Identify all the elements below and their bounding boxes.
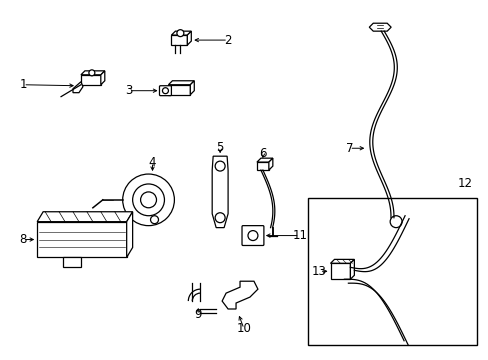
Polygon shape: [101, 71, 104, 85]
Bar: [63, 257, 81, 267]
Polygon shape: [350, 260, 354, 279]
Polygon shape: [81, 71, 104, 75]
Text: 13: 13: [311, 265, 326, 278]
Polygon shape: [168, 85, 190, 95]
Polygon shape: [187, 31, 191, 45]
Text: 6: 6: [259, 147, 266, 160]
Polygon shape: [222, 281, 257, 309]
Polygon shape: [37, 222, 126, 257]
Text: 10: 10: [236, 322, 251, 336]
Polygon shape: [168, 81, 194, 85]
Polygon shape: [330, 260, 354, 264]
Text: 1: 1: [20, 78, 27, 91]
Polygon shape: [171, 31, 191, 35]
Circle shape: [162, 88, 168, 94]
Polygon shape: [126, 212, 132, 257]
Text: 2: 2: [224, 33, 231, 46]
Polygon shape: [256, 162, 268, 170]
Circle shape: [141, 192, 156, 208]
FancyBboxPatch shape: [373, 216, 388, 233]
Circle shape: [247, 231, 257, 240]
Polygon shape: [212, 156, 227, 228]
FancyBboxPatch shape: [159, 86, 171, 96]
Polygon shape: [330, 264, 350, 279]
Text: 3: 3: [125, 84, 132, 97]
Circle shape: [89, 70, 95, 76]
Text: 11: 11: [292, 229, 306, 242]
Polygon shape: [81, 75, 101, 85]
Circle shape: [177, 30, 183, 37]
Circle shape: [215, 213, 224, 223]
Text: 4: 4: [148, 156, 156, 168]
Text: 9: 9: [194, 309, 202, 321]
Bar: [307, 198, 476, 345]
Circle shape: [150, 216, 158, 224]
Circle shape: [132, 184, 164, 216]
Circle shape: [389, 216, 401, 228]
Text: 7: 7: [345, 142, 352, 155]
Text: 5: 5: [216, 141, 224, 154]
Polygon shape: [171, 35, 187, 45]
Polygon shape: [73, 82, 83, 93]
Polygon shape: [37, 212, 132, 222]
Text: 8: 8: [20, 233, 27, 246]
Polygon shape: [190, 81, 194, 95]
FancyBboxPatch shape: [242, 226, 264, 246]
Polygon shape: [368, 23, 390, 31]
Polygon shape: [256, 158, 272, 162]
Circle shape: [122, 174, 174, 226]
Circle shape: [215, 161, 224, 171]
Polygon shape: [268, 158, 272, 170]
Text: 12: 12: [456, 177, 471, 190]
